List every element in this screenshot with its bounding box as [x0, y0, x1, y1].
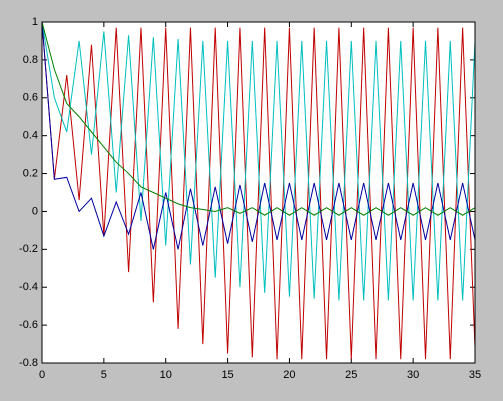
y-tick-label: 1 — [32, 16, 38, 28]
x-tick-label: 5 — [101, 369, 107, 381]
y-tick-label: 0.2 — [23, 167, 38, 179]
y-tick-label: -0.6 — [19, 319, 38, 331]
y-tick-label: 0.6 — [23, 92, 38, 104]
x-tick-label: 10 — [160, 369, 172, 381]
y-tick-label: -0.2 — [19, 243, 38, 255]
data-line — [41, 21, 476, 360]
y-tick-label: -0.4 — [19, 281, 38, 293]
y-tick-label: -0.8 — [19, 357, 38, 369]
x-tick-label: 15 — [221, 369, 233, 381]
data-line — [41, 21, 476, 250]
x-tick-label: 20 — [283, 369, 295, 381]
x-tick-label: 35 — [469, 369, 481, 381]
x-tick-label: 25 — [345, 369, 357, 381]
data-line — [41, 21, 476, 301]
plot-frame — [41, 21, 476, 364]
data-line — [41, 21, 476, 216]
x-tick-label: 30 — [407, 369, 419, 381]
x-tick-label: 0 — [39, 369, 45, 381]
y-tick-label: 0 — [32, 205, 38, 217]
y-tick-label: 0.8 — [23, 54, 38, 66]
y-tick-label: 0.4 — [23, 130, 38, 142]
